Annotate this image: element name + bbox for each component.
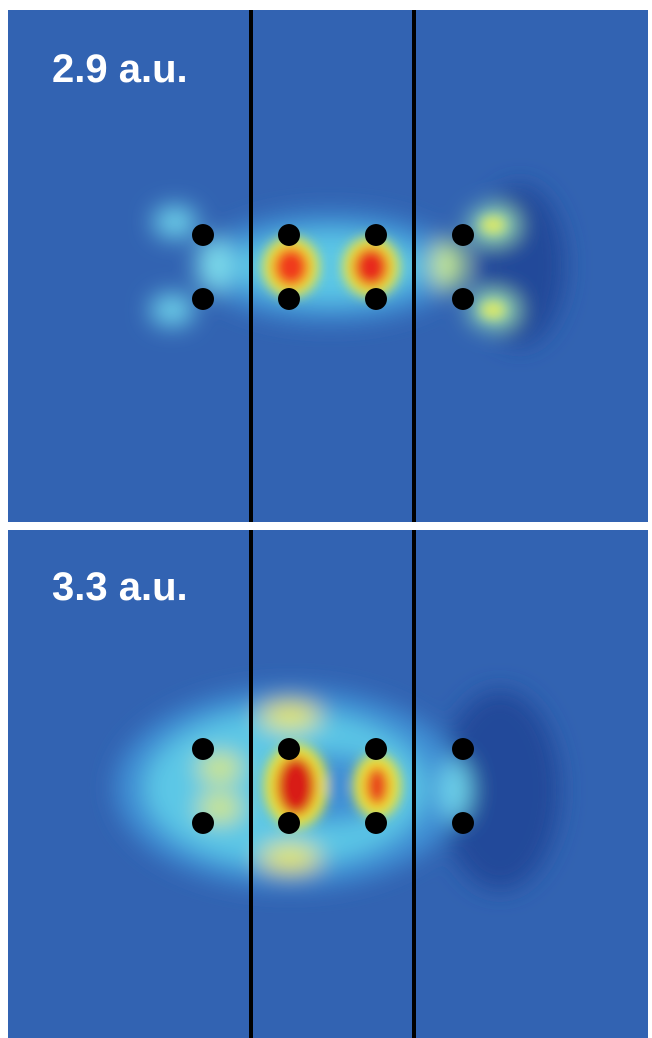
boundary-lines: [249, 10, 416, 1038]
panel-label: 3.3 a.u.: [52, 565, 188, 609]
panel-2: 3.3 a.u.: [8, 530, 648, 1038]
atoms: [192, 224, 474, 834]
panel-label: 2.9 a.u.: [52, 47, 188, 91]
panel-divider: [0, 522, 652, 530]
panel-1: 2.9 a.u.: [8, 10, 648, 522]
